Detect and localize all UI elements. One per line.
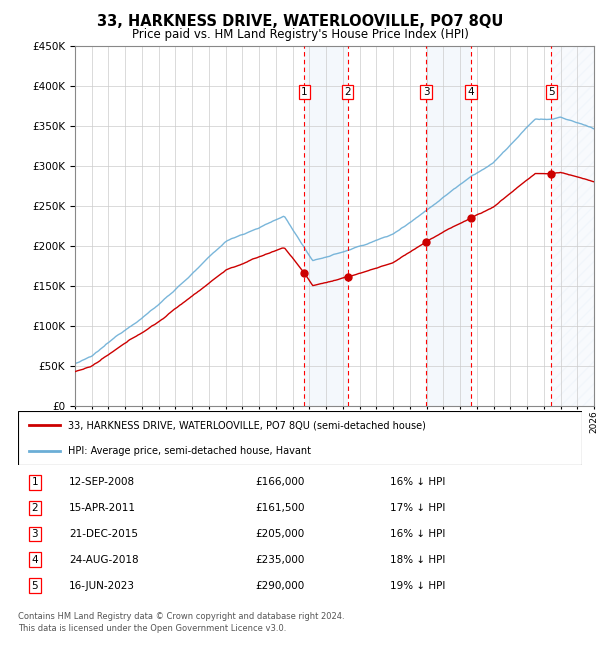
Bar	[304, 46, 348, 406]
Text: £235,000: £235,000	[255, 555, 304, 565]
Text: 24-AUG-2018: 24-AUG-2018	[69, 555, 139, 565]
Text: 15-APR-2011: 15-APR-2011	[69, 503, 136, 513]
Text: 2: 2	[344, 87, 351, 97]
Text: 33, HARKNESS DRIVE, WATERLOOVILLE, PO7 8QU: 33, HARKNESS DRIVE, WATERLOOVILLE, PO7 8…	[97, 14, 503, 29]
Bar	[426, 46, 471, 406]
Text: 16-JUN-2023: 16-JUN-2023	[69, 580, 135, 591]
Text: 18% ↓ HPI: 18% ↓ HPI	[390, 555, 446, 565]
Text: 17% ↓ HPI: 17% ↓ HPI	[390, 503, 446, 513]
Text: Contains HM Land Registry data © Crown copyright and database right 2024.: Contains HM Land Registry data © Crown c…	[18, 612, 344, 621]
Text: 3: 3	[32, 529, 38, 539]
Text: 16% ↓ HPI: 16% ↓ HPI	[390, 529, 446, 539]
Text: £205,000: £205,000	[255, 529, 304, 539]
Text: 1: 1	[32, 477, 38, 488]
Text: 19% ↓ HPI: 19% ↓ HPI	[390, 580, 446, 591]
Text: £161,500: £161,500	[255, 503, 304, 513]
Text: 12-SEP-2008: 12-SEP-2008	[69, 477, 135, 488]
Text: HPI: Average price, semi-detached house, Havant: HPI: Average price, semi-detached house,…	[68, 446, 311, 456]
Text: 5: 5	[548, 87, 555, 97]
Text: £290,000: £290,000	[255, 580, 304, 591]
Text: 33, HARKNESS DRIVE, WATERLOOVILLE, PO7 8QU (semi-detached house): 33, HARKNESS DRIVE, WATERLOOVILLE, PO7 8…	[68, 421, 425, 430]
Text: 4: 4	[467, 87, 474, 97]
Text: 1: 1	[301, 87, 308, 97]
Text: 3: 3	[423, 87, 430, 97]
Text: 5: 5	[32, 580, 38, 591]
Text: Price paid vs. HM Land Registry's House Price Index (HPI): Price paid vs. HM Land Registry's House …	[131, 28, 469, 41]
Text: 21-DEC-2015: 21-DEC-2015	[69, 529, 138, 539]
Text: 2: 2	[32, 503, 38, 513]
Text: 4: 4	[32, 555, 38, 565]
Text: £166,000: £166,000	[255, 477, 304, 488]
Text: This data is licensed under the Open Government Licence v3.0.: This data is licensed under the Open Gov…	[18, 624, 286, 633]
Text: 16% ↓ HPI: 16% ↓ HPI	[390, 477, 446, 488]
Bar	[551, 46, 594, 406]
